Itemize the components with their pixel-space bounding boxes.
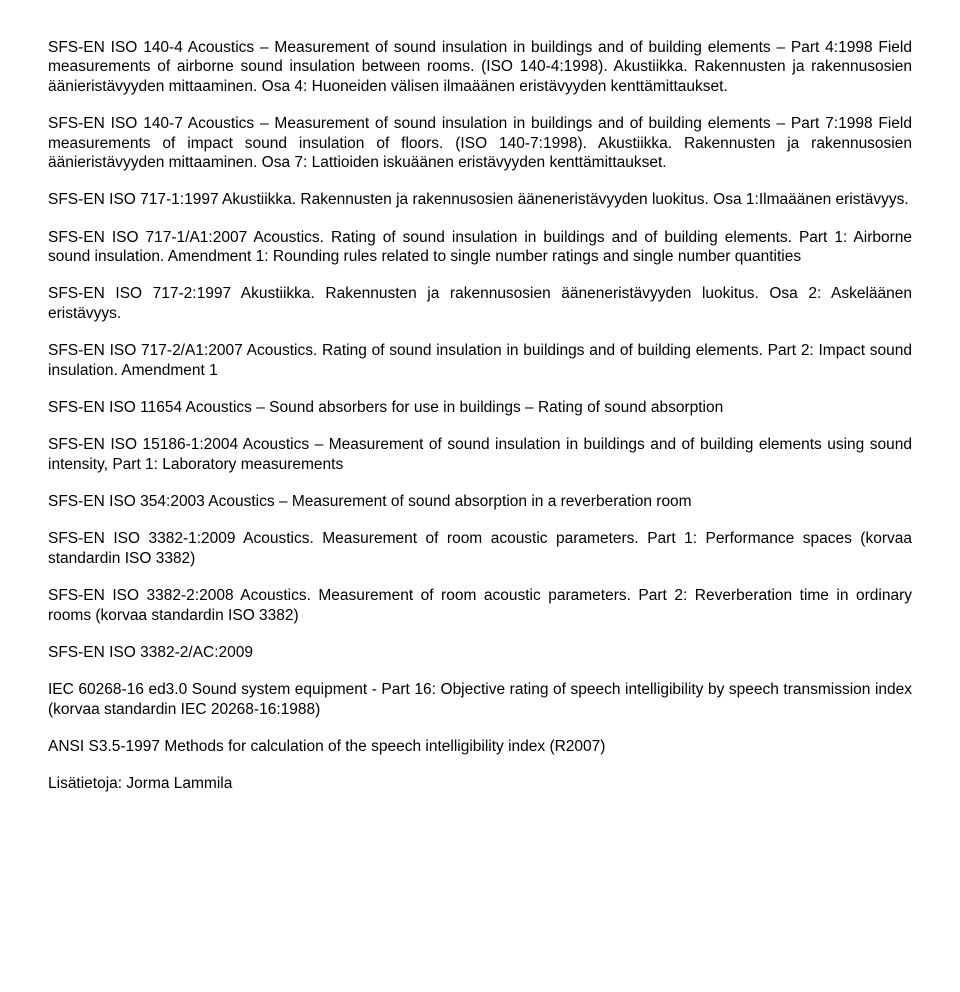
paragraph: IEC 60268-16 ed3.0 Sound system equipmen…	[48, 680, 912, 719]
paragraph: SFS-EN ISO 354:2003 Acoustics – Measurem…	[48, 492, 912, 511]
paragraph: SFS-EN ISO 717-2:1997 Akustiikka. Rakenn…	[48, 284, 912, 323]
paragraph: SFS-EN ISO 717-2/A1:2007 Acoustics. Rati…	[48, 341, 912, 380]
paragraph: SFS-EN ISO 3382-1:2009 Acoustics. Measur…	[48, 529, 912, 568]
paragraph: SFS-EN ISO 3382-2:2008 Acoustics. Measur…	[48, 586, 912, 625]
paragraph: SFS-EN ISO 717-1/A1:2007 Acoustics. Rati…	[48, 228, 912, 267]
paragraph: SFS-EN ISO 15186-1:2004 Acoustics – Meas…	[48, 435, 912, 474]
contact-info: Lisätietoja: Jorma Lammila	[48, 774, 912, 793]
paragraph: SFS-EN ISO 717-1:1997 Akustiikka. Rakenn…	[48, 190, 912, 209]
paragraph: SFS-EN ISO 140-4 Acoustics – Measurement…	[48, 38, 912, 96]
paragraph: SFS-EN ISO 3382-2/AC:2009	[48, 643, 912, 662]
paragraph: SFS-EN ISO 140-7 Acoustics – Measurement…	[48, 114, 912, 172]
paragraph: ANSI S3.5-1997 Methods for calculation o…	[48, 737, 912, 756]
paragraph: SFS-EN ISO 11654 Acoustics – Sound absor…	[48, 398, 912, 417]
